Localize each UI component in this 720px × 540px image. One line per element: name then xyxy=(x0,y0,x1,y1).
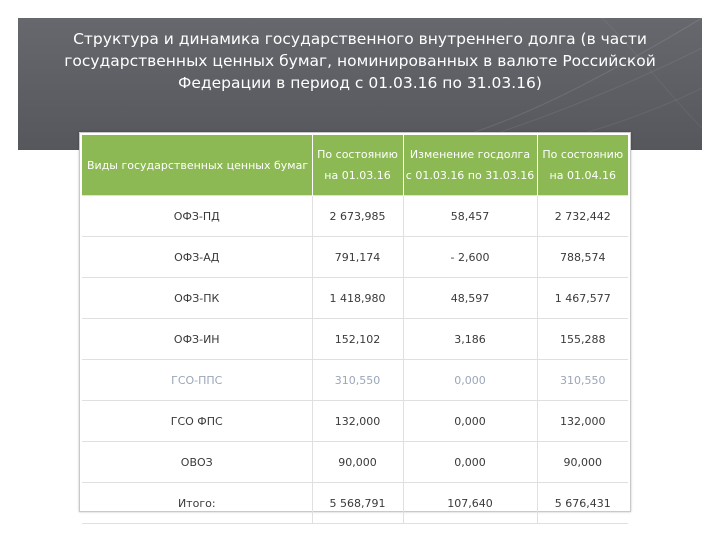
cell-balance-end: 155,288 xyxy=(536,318,628,360)
header-balance-end: По состоянию на 01.04.16 xyxy=(537,135,628,196)
table-header-row: Виды государственных ценных бумаг По сос… xyxy=(82,135,628,196)
cell-balance-start: 791,174 xyxy=(311,236,404,278)
header-security-type: Виды государственных ценных бумаг xyxy=(82,135,313,196)
cell-balance-end: 5 676,431 xyxy=(536,482,628,524)
cell-security-type: ОФЗ-ИН xyxy=(82,318,313,360)
table-row: ГСО ФПС 132,000 0,000 132,000 xyxy=(82,400,628,442)
cell-balance-end: 1 467,577 xyxy=(536,277,628,319)
slide-title: Структура и динамика государственного вн… xyxy=(64,30,656,92)
cell-security-type: ОФЗ-ПД xyxy=(82,195,313,237)
cell-balance-end: 310,550 xyxy=(536,359,628,401)
cell-security-type: ГСО-ППС xyxy=(82,359,313,401)
cell-security-type: ОФЗ-АД xyxy=(82,236,313,278)
cell-security-type: ГСО ФПС xyxy=(82,400,313,442)
cell-change: 0,000 xyxy=(402,359,538,401)
table-row: ОВОЗ 90,000 0,000 90,000 xyxy=(82,441,628,483)
header-change: Изменение госдолга с 01.03.16 по 31.03.16 xyxy=(403,135,538,196)
table-row: ОФЗ-ПД 2 673,985 58,457 2 732,442 xyxy=(82,195,628,237)
cell-balance-start: 310,550 xyxy=(311,359,404,401)
table-row: ОФЗ-ПК 1 418,980 48,597 1 467,577 xyxy=(82,277,628,319)
table-row: ГСО-ППС 310,550 0,000 310,550 xyxy=(82,359,628,401)
cell-balance-start: 152,102 xyxy=(311,318,404,360)
cell-balance-end: 788,574 xyxy=(536,236,628,278)
debt-table: Виды государственных ценных бумаг По сос… xyxy=(82,135,628,524)
cell-change: 0,000 xyxy=(402,400,538,442)
cell-balance-start: 5 568,791 xyxy=(311,482,404,524)
cell-security-type: Итого: xyxy=(82,482,313,524)
cell-change: - 2,600 xyxy=(402,236,538,278)
cell-security-type: ОФЗ-ПК xyxy=(82,277,313,319)
cell-balance-start: 132,000 xyxy=(311,400,404,442)
cell-balance-start: 1 418,980 xyxy=(311,277,404,319)
cell-balance-end: 132,000 xyxy=(536,400,628,442)
cell-balance-end: 90,000 xyxy=(536,441,628,483)
table-row: Итого: 5 568,791 107,640 5 676,431 xyxy=(82,482,628,524)
cell-change: 3,186 xyxy=(402,318,538,360)
cell-balance-start: 2 673,985 xyxy=(311,195,404,237)
cell-balance-start: 90,000 xyxy=(311,441,404,483)
cell-change: 48,597 xyxy=(402,277,538,319)
header-balance-start: По состоянию на 01.03.16 xyxy=(312,135,404,196)
cell-change: 107,640 xyxy=(402,482,538,524)
cell-change: 0,000 xyxy=(402,441,538,483)
cell-security-type: ОВОЗ xyxy=(82,441,313,483)
cell-change: 58,457 xyxy=(402,195,538,237)
table-row: ОФЗ-АД 791,174- 2,600 788,574 xyxy=(82,236,628,278)
table-row: ОФЗ-ИН 152,102 3,186 155,288 xyxy=(82,318,628,360)
debt-table-frame: Виды государственных ценных бумаг По сос… xyxy=(79,132,631,524)
cell-balance-end: 2 732,442 xyxy=(536,195,628,237)
